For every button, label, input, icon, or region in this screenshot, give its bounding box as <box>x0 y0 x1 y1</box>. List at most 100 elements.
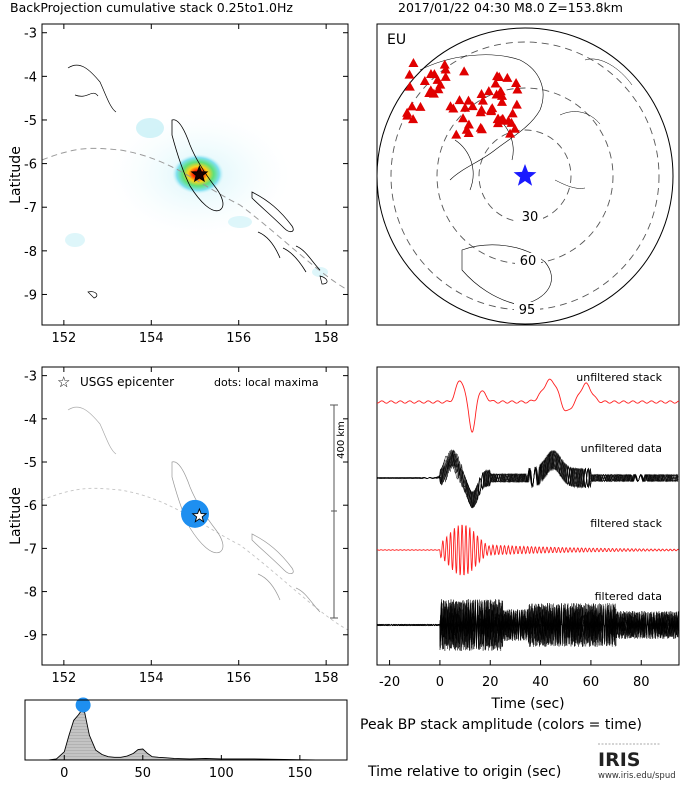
trench-line <box>42 147 348 291</box>
y-tick-label: -4 <box>24 413 37 428</box>
iris-logo-mark: IRIS <box>598 749 640 771</box>
x-tick-label: 154 <box>139 331 164 346</box>
y-tick-label: -7 <box>24 542 37 557</box>
x-tick-label: 154 <box>139 671 164 686</box>
y-tick-label: -5 <box>24 456 37 471</box>
x-tick-label: 156 <box>226 671 251 686</box>
x-tick-label: 152 <box>51 671 76 686</box>
coast-new-ireland <box>67 64 117 113</box>
station-triangle <box>406 101 417 111</box>
y-tick-label: -9 <box>24 629 37 644</box>
x-tick-label: 152 <box>51 331 76 346</box>
station-triangle <box>495 115 506 125</box>
station-triangle <box>511 99 522 109</box>
y-tick-label: -9 <box>24 288 37 303</box>
station-triangle <box>496 96 507 106</box>
station-triangle <box>404 81 415 91</box>
bp-halo-west <box>136 118 164 138</box>
peak-frame <box>24 699 348 761</box>
filtered-stack-trace <box>377 524 679 576</box>
station-triangle <box>440 64 451 74</box>
x-tick-label: 0 <box>60 766 68 781</box>
station-triangle <box>451 129 462 139</box>
peak-area <box>25 709 347 760</box>
y-tick-label: -8 <box>24 245 37 260</box>
station-triangle <box>454 95 465 105</box>
x-tick-label: 100 <box>209 766 234 781</box>
ring-label: 30 <box>522 210 539 225</box>
globe-coast-australia <box>461 244 552 306</box>
globe-frame <box>376 23 680 326</box>
station-triangle <box>459 66 470 76</box>
maxima-coast-a <box>67 406 117 455</box>
station-triangle <box>463 95 474 105</box>
y-tick-label: -7 <box>24 201 37 216</box>
station-triangle <box>476 104 487 114</box>
maxima-frame <box>41 366 349 666</box>
x-tick-label: 0 <box>436 675 444 690</box>
station-triangle <box>460 102 471 112</box>
station-triangle <box>463 128 474 138</box>
station-triangle <box>425 68 436 78</box>
epicenter-star-icon <box>190 165 209 183</box>
station-triangle <box>483 86 494 96</box>
trace-label: unfiltered stack <box>576 371 662 384</box>
station-triangle <box>408 114 419 124</box>
trace-label: unfiltered data <box>581 442 662 455</box>
station-triangle <box>432 74 443 84</box>
station-triangle <box>463 119 474 129</box>
waveform-frame <box>376 366 680 666</box>
peak-title: Peak BP stack amplitude (colors = time) <box>360 717 642 733</box>
waveform-xlabel: Time (sec) <box>490 696 564 712</box>
station-triangle <box>490 78 501 88</box>
station-triangle <box>476 89 487 99</box>
coast-islets <box>87 275 328 299</box>
left-title: BackProjection cumulative stack 0.25to1.… <box>10 0 293 15</box>
globe-region-label: EU <box>387 32 406 48</box>
map-frame <box>41 23 349 326</box>
y-tick-label: -4 <box>24 70 37 85</box>
x-tick-label: 80 <box>633 675 650 690</box>
station-triangle <box>512 84 523 94</box>
station-triangle <box>507 108 518 118</box>
coast-solomons-a <box>251 191 294 232</box>
station-triangle <box>439 59 450 69</box>
y-tick-label: -3 <box>24 370 37 385</box>
waveform-panel: unfiltered stack unfiltered data filtered … <box>376 366 680 712</box>
trace-label: filtered stack <box>590 517 662 530</box>
x-tick-label: 20 <box>482 675 499 690</box>
ring-label-bg <box>517 209 543 224</box>
right-title: 2017/01/22 04:30 M8.0 Z=153.8km <box>398 0 623 15</box>
coast-bougainville <box>171 119 224 212</box>
x-tick-label: 158 <box>314 671 339 686</box>
station-triangle <box>404 69 415 79</box>
station-triangle <box>458 113 469 123</box>
legend-dots: dots: local maxima <box>214 376 319 389</box>
y-tick-label: -6 <box>24 158 37 173</box>
station-triangle <box>509 123 520 133</box>
y-tick-label: -3 <box>24 27 37 42</box>
station-triangle <box>445 101 456 111</box>
ring-label-bg <box>514 302 540 317</box>
station-triangle <box>502 72 513 82</box>
trace-label: filtered data <box>595 590 662 603</box>
filtered-data-trace <box>376 599 679 651</box>
y-tick-label: -8 <box>24 586 37 601</box>
station-triangle <box>505 128 516 138</box>
station-triangle <box>503 115 514 125</box>
scale-label: 400 km <box>336 421 347 459</box>
station-triangle <box>424 88 435 98</box>
peak-time-dot <box>75 697 91 713</box>
x-tick-label: 156 <box>226 331 251 346</box>
x-tick-label: 150 <box>287 766 312 781</box>
station-triangle <box>433 84 444 94</box>
coast-solomons-b <box>257 231 321 273</box>
station-globe-panel: EU 30 60 95 <box>376 23 680 326</box>
station-triangle <box>477 95 488 105</box>
scale-bar: 400 km <box>330 404 347 619</box>
iris-logo: IRIS www.iris.edu/spud <box>598 743 676 781</box>
unfiltered-data-trace <box>376 450 679 507</box>
globe-epicenter-star-icon <box>513 164 537 186</box>
y-tick-label: -5 <box>24 114 37 129</box>
iris-url: www.iris.edu/spud <box>598 771 676 781</box>
